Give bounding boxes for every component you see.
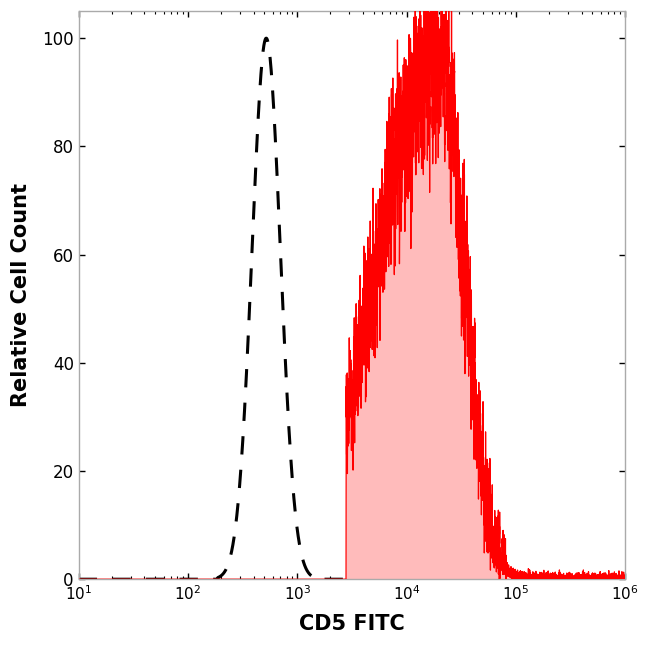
Y-axis label: Relative Cell Count: Relative Cell Count — [11, 183, 31, 407]
X-axis label: CD5 FITC: CD5 FITC — [299, 614, 405, 634]
